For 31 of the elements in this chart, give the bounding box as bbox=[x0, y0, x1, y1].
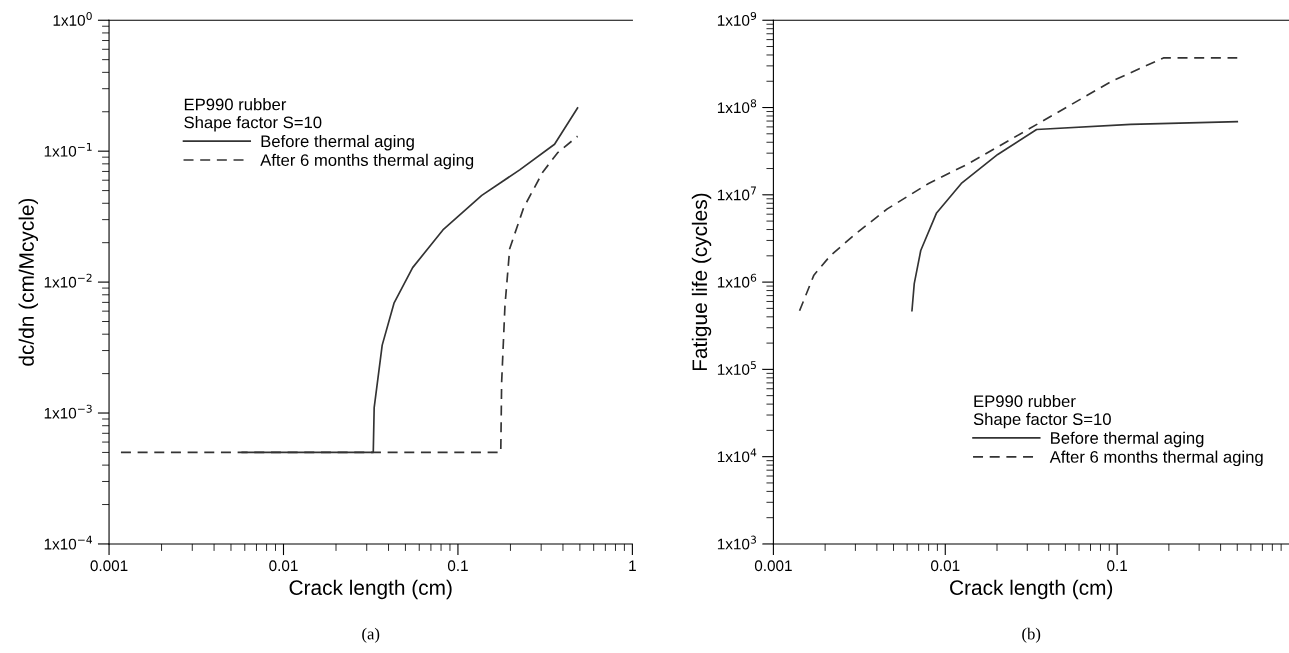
legend-label: After 6 months thermal aging bbox=[1049, 450, 1263, 467]
y-tick-label: 1x10$^{7}$ bbox=[717, 186, 756, 201]
legend-title: EP990 rubber Shape factor S=10 bbox=[973, 394, 1111, 429]
x-tick-label: 1 bbox=[629, 560, 636, 571]
y-tick-label: 1x10$^{6}$ bbox=[717, 273, 757, 288]
x-tick-label: 0.001 bbox=[754, 560, 792, 572]
x-tick-label: 0.1 bbox=[1107, 560, 1128, 572]
y-tick-label: 1x10$^{−4}$ bbox=[44, 535, 93, 550]
y-tick-label: 1x10$^{8}$ bbox=[717, 99, 757, 114]
text: (a) bbox=[362, 627, 380, 643]
y-axis-title: dc/dn (cm/Mcycle) bbox=[18, 198, 39, 366]
x-tick-label: 0.001 bbox=[90, 560, 128, 572]
y-tick-label: 1x10$^{−3}$ bbox=[44, 404, 92, 419]
legend-label: Before thermal aging bbox=[261, 134, 414, 151]
x-tick-label: 0.1 bbox=[447, 560, 468, 572]
y-tick-label: 1x10$^{−2}$ bbox=[44, 273, 92, 288]
y-tick-label: 1x10$^{0}$ bbox=[53, 11, 92, 26]
text: (b) bbox=[1022, 627, 1041, 643]
y-tick-label: 1x10$^{3}$ bbox=[717, 535, 757, 550]
y-tick-label: 1x10$^{4}$ bbox=[717, 448, 757, 463]
y-tick-label: 1x10$^{9}$ bbox=[717, 11, 757, 26]
y-tick-label: 1x10$^{5}$ bbox=[717, 361, 756, 375]
legend-label: After 6 months thermal aging bbox=[260, 153, 474, 170]
y-tick-label: 1x10$^{−1}$ bbox=[44, 142, 92, 157]
legend-label: Before thermal aging bbox=[1051, 431, 1204, 448]
x-tick-label: 0.01 bbox=[269, 560, 298, 572]
legend-title: EP990 rubber Shape factor S=10 bbox=[184, 98, 322, 132]
x-axis-title: Crack length (cm) bbox=[289, 579, 452, 600]
x-tick-label: 0.01 bbox=[931, 560, 960, 572]
y-axis-title: Fatigue life (cycles) bbox=[691, 193, 712, 371]
x-axis-title: Crack length (cm) bbox=[950, 579, 1113, 600]
